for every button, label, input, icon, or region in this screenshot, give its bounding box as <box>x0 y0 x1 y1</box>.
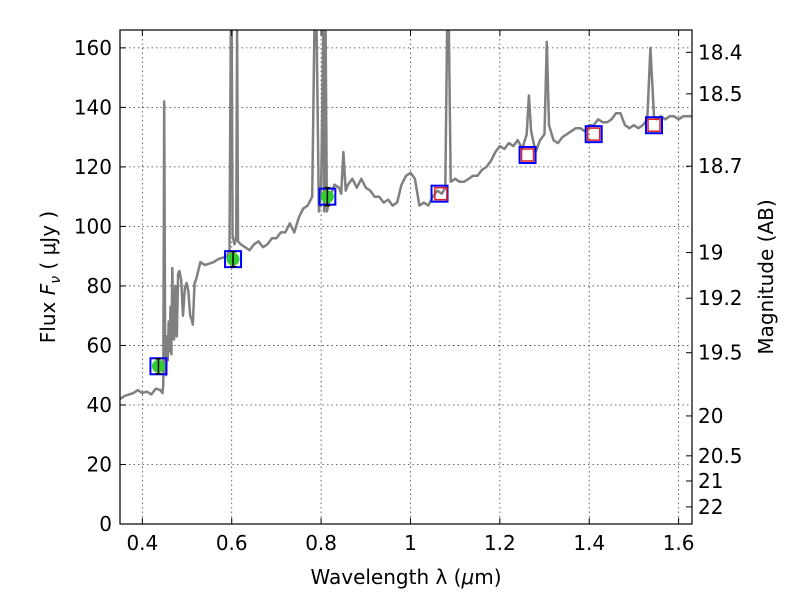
grid <box>120 30 692 525</box>
axis-ticks: 0.4 0.6 0.8 1 1.2 1.4 1.6 0 20 40 60 80 100 120 140 160… <box>74 30 743 555</box>
y2-tick-label: 19 <box>698 241 723 265</box>
spectrum-line <box>120 30 692 401</box>
x-tick-label: 0.8 <box>305 531 337 555</box>
y2-tick-label: 20 <box>698 404 723 428</box>
y2-axis-title: Magnitude (AB) <box>754 199 778 354</box>
y2-tick-label: 20.5 <box>698 444 743 468</box>
y-tick-label: 160 <box>74 36 112 60</box>
y2-tick-label: 18.4 <box>698 40 743 64</box>
model-square-blue <box>584 125 603 144</box>
model-square-blue <box>645 116 664 135</box>
y-tick-label: 60 <box>87 333 112 357</box>
x-tick-label: 0.6 <box>216 531 248 555</box>
y2-tick-label: 22 <box>698 495 723 519</box>
y-axis-title: Flux Fν ( μJy ) <box>36 211 64 343</box>
x-tick-label: 1.6 <box>663 531 695 555</box>
y-tick-label: 140 <box>74 95 112 119</box>
model-square-red <box>434 186 448 201</box>
y-tick-label: 20 <box>87 452 112 476</box>
x-tick-label: 1.2 <box>484 531 516 555</box>
y-tick-label: 100 <box>74 214 112 238</box>
y2-tick-label: 21 <box>698 469 723 493</box>
y2-tick-label: 19.5 <box>698 341 743 365</box>
model-square-red <box>647 118 661 132</box>
x-tick-label: 1 <box>404 531 417 555</box>
y-tick-label: 40 <box>87 393 112 417</box>
y2-tick-label: 18.7 <box>698 154 743 178</box>
y-tick-label: 0 <box>99 512 112 536</box>
y-tick-label: 80 <box>87 274 112 298</box>
y2-tick-label: 18.5 <box>698 82 743 106</box>
y2-tick-label: 19.2 <box>698 286 743 310</box>
x-tick-label: 1.4 <box>573 531 605 555</box>
model-square-red <box>586 127 601 141</box>
plot-area <box>120 30 692 401</box>
plot-frame <box>119 29 693 525</box>
x-axis-title: Wavelength λ (μm) <box>310 565 501 589</box>
model-square-blue <box>518 145 537 164</box>
y-tick-label: 120 <box>74 155 112 179</box>
x-tick-label: 0.4 <box>126 531 158 555</box>
model-square-red <box>520 148 535 162</box>
